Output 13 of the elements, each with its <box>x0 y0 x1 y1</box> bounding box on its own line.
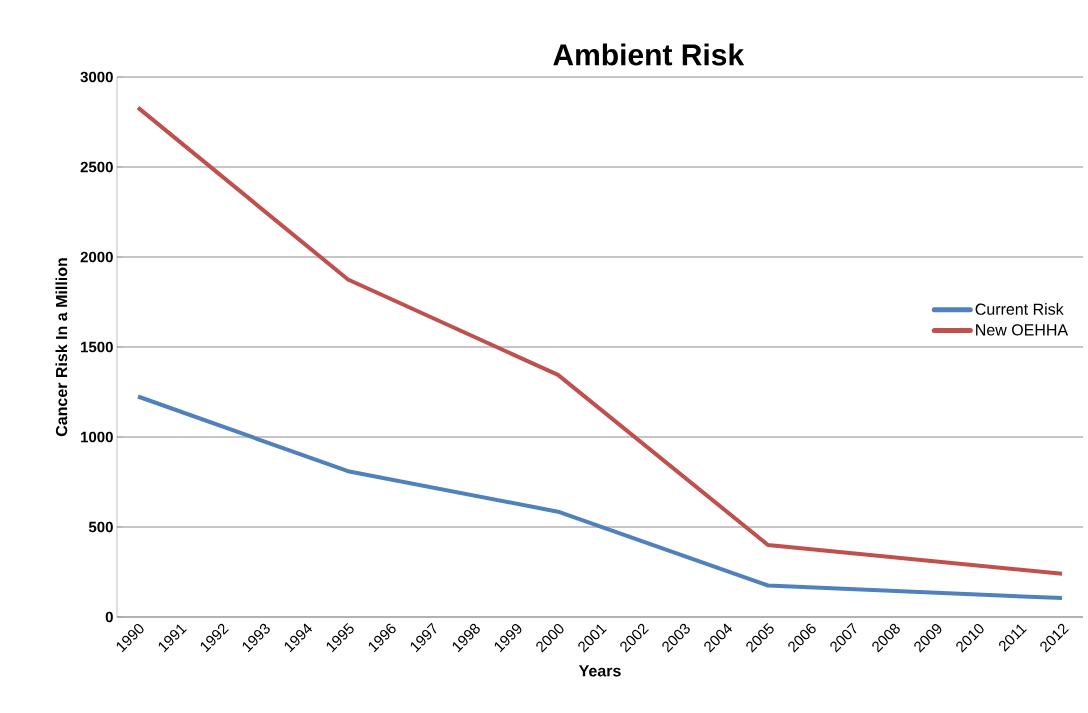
line-series <box>136 394 1065 601</box>
legend-label: Current Risk <box>975 303 1064 315</box>
y-axis-title: Cancer Risk In a Million <box>55 258 68 437</box>
y-tick-label: 1000 <box>81 431 113 443</box>
y-tick-label: 1500 <box>81 341 113 353</box>
chart-title: Ambient Risk <box>553 43 745 66</box>
y-tick-label: 0 <box>105 611 113 623</box>
y-tick-label: 2500 <box>80 161 113 173</box>
y-tick-label: 500 <box>88 521 113 533</box>
y-tick-label: 2000 <box>80 251 113 263</box>
legend-label: New OEHHA <box>976 324 1069 336</box>
y-tick-label: 3000 <box>80 71 113 83</box>
x-axis-title: Years <box>578 665 621 677</box>
